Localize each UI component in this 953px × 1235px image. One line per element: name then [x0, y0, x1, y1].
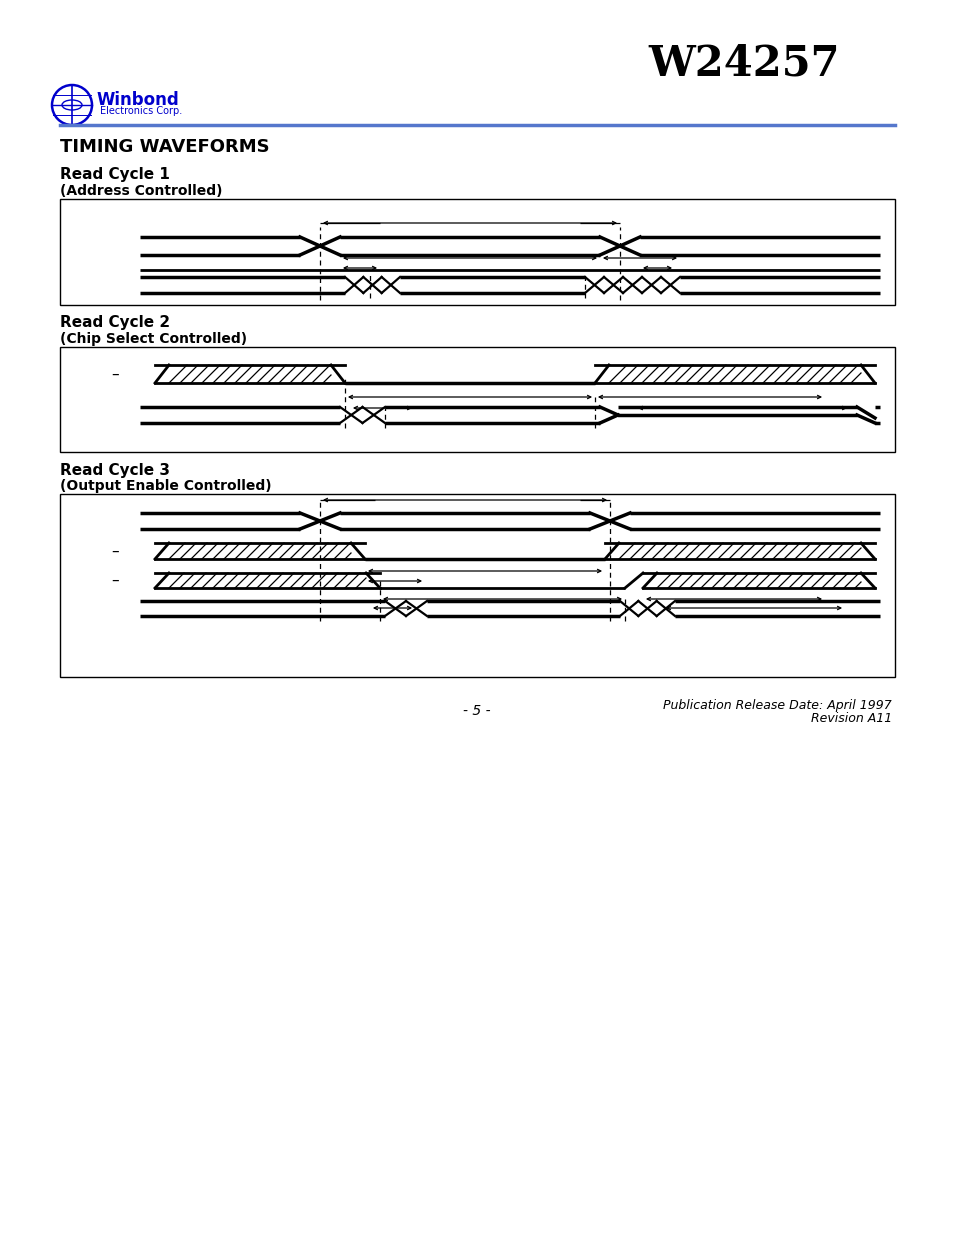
Text: (Chip Select Controlled): (Chip Select Controlled) — [60, 332, 247, 346]
Text: (Output Enable Controlled): (Output Enable Controlled) — [60, 479, 272, 493]
Text: Read Cycle 2: Read Cycle 2 — [60, 315, 170, 331]
Bar — [60, 199, 894, 305]
Text: - 5 -: - 5 - — [463, 704, 490, 718]
Text: Winbond: Winbond — [97, 91, 179, 109]
Text: –: – — [112, 573, 119, 588]
Text: Revision A11: Revision A11 — [810, 713, 891, 725]
Text: –: – — [112, 543, 119, 558]
Text: Electronics Corp.: Electronics Corp. — [100, 106, 182, 116]
Text: Read Cycle 3: Read Cycle 3 — [60, 462, 170, 478]
Text: TIMING WAVEFORMS: TIMING WAVEFORMS — [60, 138, 270, 156]
Text: –: – — [112, 367, 119, 382]
Text: W24257: W24257 — [648, 42, 840, 84]
Bar — [60, 494, 894, 677]
Text: Read Cycle 1: Read Cycle 1 — [60, 168, 170, 183]
Text: Publication Release Date: April 1997: Publication Release Date: April 1997 — [662, 699, 891, 711]
Bar — [60, 347, 894, 452]
Text: (Address Controlled): (Address Controlled) — [60, 184, 222, 198]
